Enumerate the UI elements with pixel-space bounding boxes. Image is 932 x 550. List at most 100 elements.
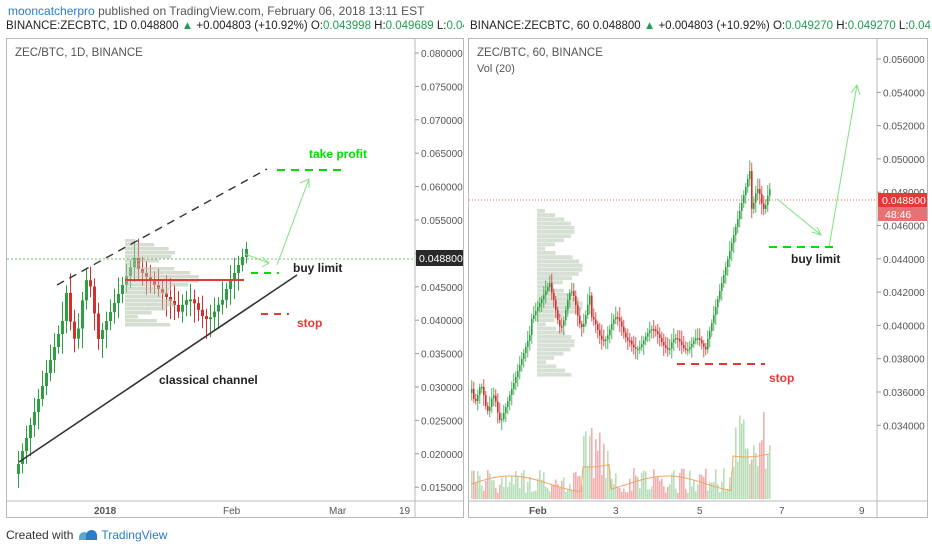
volume-profile-bar (537, 335, 572, 339)
right-chart-canvas[interactable]: ZEC/BTC, 60, BINANCE Vol (20) 0.056000 0.… (469, 39, 928, 518)
volume-bar (701, 475, 703, 499)
volume-profile-bar (125, 303, 175, 307)
volume-bar (687, 492, 689, 499)
candle-body (509, 395, 511, 401)
candle-body (767, 195, 769, 206)
candle-body (29, 425, 32, 438)
volume-profile-bar (537, 293, 573, 297)
candle-body (565, 310, 567, 321)
candle-body (557, 310, 559, 321)
arrow-down-line (244, 253, 270, 264)
volume-bar (571, 490, 573, 499)
candle-body (647, 333, 649, 337)
volume-profile-bar (537, 251, 556, 255)
candle-body (655, 329, 657, 332)
volume-bar (511, 476, 513, 499)
volume-bar (519, 488, 521, 499)
candle-body (599, 330, 601, 336)
volume-bar (547, 488, 549, 499)
candle-body (643, 340, 645, 345)
volume-profile-bar (125, 307, 167, 311)
countdown-badge (878, 207, 927, 221)
x-tick-label: 9 (859, 506, 865, 517)
candle-body (537, 307, 539, 311)
ticker-low: 0.04876 (908, 20, 930, 32)
volume-bar (725, 490, 727, 499)
volume-bar (587, 466, 589, 499)
tradingview-brand-label[interactable]: TradingView (101, 528, 168, 542)
x-tick-label: 2018 (94, 506, 117, 517)
candle-body (681, 341, 683, 346)
candle-body (727, 259, 729, 267)
volume-bar (621, 491, 623, 499)
candle-body (701, 340, 703, 344)
volume-profile-bar (125, 283, 189, 287)
candle-body (547, 287, 549, 291)
candle-body (185, 299, 188, 305)
volume-bar (653, 469, 655, 499)
volume-profile-bar (537, 230, 575, 234)
candle-body (543, 295, 545, 299)
candle-body (535, 311, 537, 315)
candle-body (709, 331, 711, 339)
candle-body (653, 329, 655, 331)
volume-bar (651, 486, 653, 499)
candle-body (619, 317, 621, 322)
volume-bar (665, 492, 667, 499)
ticker-symbol: BINANCE:ZECBTC, 60 (470, 20, 590, 32)
candle-body (241, 257, 244, 265)
volume-bar (501, 477, 503, 499)
right-chart-pane[interactable]: ZEC/BTC, 60, BINANCE Vol (20) 0.056000 0.… (468, 38, 928, 518)
volume-bar (619, 487, 621, 499)
volume-profile-bar (537, 330, 565, 335)
candle-body (555, 299, 557, 311)
y-tick-label: 0.054000 (883, 88, 925, 99)
left-chart-pane[interactable]: ZEC/BTC, 1D, BINANCE 0.080000 0.075000 0.0… (6, 38, 464, 518)
tradingview-brand[interactable]: TradingView (79, 528, 167, 542)
left-chart-canvas[interactable]: ZEC/BTC, 1D, BINANCE 0.080000 0.075000 0.0… (7, 39, 464, 518)
candle-body (213, 311, 216, 318)
candle-body (197, 303, 200, 310)
arrow-head (299, 178, 310, 188)
candle-body (595, 319, 597, 325)
volume-label: Vol (20) (477, 63, 515, 75)
candle-body (589, 295, 591, 305)
candle-body (233, 273, 236, 281)
volume-profile-bar (537, 213, 556, 217)
candle-body (593, 317, 595, 320)
volume-bar (689, 470, 691, 499)
arrow-head (261, 256, 270, 268)
candle-body (667, 347, 669, 350)
candle-body (499, 412, 501, 420)
volume-bar (667, 486, 669, 499)
volume-profile-bar (537, 314, 564, 318)
arrow-head (850, 83, 861, 96)
volume-bar (507, 487, 509, 499)
volume-bar (553, 484, 555, 499)
author-link[interactable]: mooncatcherpro (8, 4, 95, 18)
candle-body (671, 342, 673, 349)
candle-body (229, 281, 232, 289)
y-tick-label: 0.044000 (883, 255, 925, 266)
volume-bar (539, 470, 541, 499)
candle-body (85, 280, 88, 301)
volume-profile-bar (125, 267, 175, 271)
volume-bar (593, 478, 595, 499)
volume-bar (535, 490, 537, 499)
candle-body (637, 348, 639, 351)
volume-profile-bar (537, 246, 546, 251)
candle-body (97, 313, 100, 339)
take-profit-label: take profit (309, 147, 367, 161)
candle-body (723, 275, 725, 283)
volume-bar (567, 489, 569, 499)
candle-body (573, 291, 575, 296)
arrow-up-line (828, 84, 858, 248)
volume-profile-bar (125, 247, 169, 251)
price-badge (878, 193, 927, 207)
candle-body (585, 315, 587, 324)
candle-body (749, 171, 751, 179)
up-arrow-icon: ▲ (181, 20, 194, 32)
y-tick-label: 0.030000 (421, 383, 463, 394)
volume-bar (495, 487, 497, 499)
stop-label: stop (769, 371, 794, 385)
